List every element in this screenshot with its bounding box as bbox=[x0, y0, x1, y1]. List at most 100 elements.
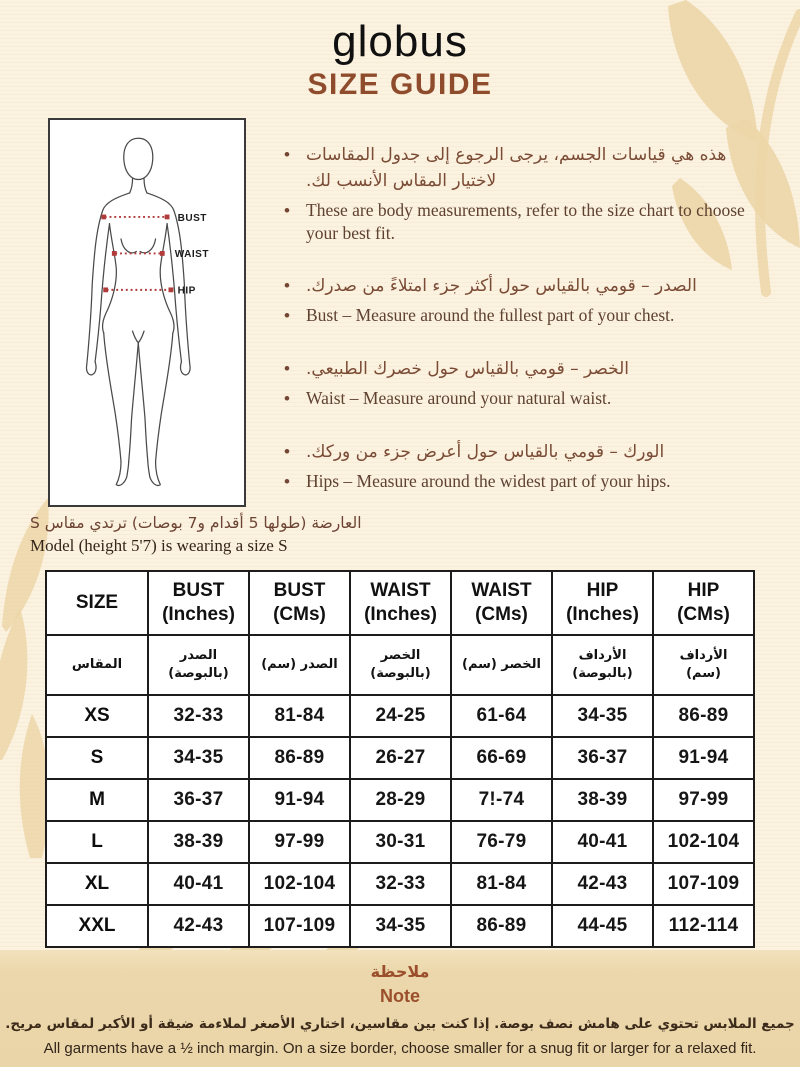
size-cell: 97-99 bbox=[248, 819, 351, 864]
instruction-waist: • الخصر – قومي بالقياس حول خصرك الطبيعي.… bbox=[284, 357, 756, 412]
col-header-size: SIZE bbox=[45, 569, 149, 636]
body-measurement-diagram: BUST WAIST HIP bbox=[48, 118, 246, 508]
size-cell: 81-84 bbox=[248, 693, 351, 738]
note-title-ar: ملاحظة bbox=[370, 962, 430, 981]
brand-logo: globus bbox=[332, 17, 468, 66]
size-cell: 97-99 bbox=[652, 777, 755, 822]
model-note: العارضة (طولها 5 أقدام و7 بوصات) ترتدي م… bbox=[0, 511, 800, 557]
size-cell: 34-35 bbox=[551, 693, 654, 738]
note-section: ملاحظة Note جميع الملابس تحتوي على هامش … bbox=[0, 950, 800, 1067]
model-note-ar: العارضة (طولها 5 أقدام و7 بوصات) ترتدي م… bbox=[30, 514, 362, 533]
model-note-en: Model (height 5'7) is wearing a size S bbox=[30, 536, 288, 556]
list-item: • Waist – Measure around your natural wa… bbox=[284, 387, 756, 412]
col-header-bust-cm: BUST (CMs) bbox=[248, 569, 351, 636]
size-table-wrapper: SIZE BUST (Inches) BUST (CMs) WAIST (Inc… bbox=[0, 569, 800, 948]
bullet-icon: • bbox=[284, 389, 290, 409]
list-item: • الخصر – قومي بالقياس حول خصرك الطبيعي. bbox=[284, 357, 756, 383]
size-cell: 32-33 bbox=[147, 693, 250, 738]
table-row-m: M 36-37 91-94 28-29 7!-74 38-39 97-99 bbox=[45, 777, 755, 822]
size-cell: 42-43 bbox=[147, 903, 250, 948]
size-label: XXL bbox=[45, 903, 149, 948]
bullet-icon: • bbox=[284, 358, 290, 378]
size-label: L bbox=[45, 819, 149, 864]
col-header-hip-cm-ar: الأرداف (سم) bbox=[652, 633, 755, 696]
size-cell: 107-109 bbox=[248, 903, 351, 948]
list-item: • الورك – قومي بالقياس حول أعرض جزء من و… bbox=[284, 440, 756, 466]
note-text-en: All garments have a ½ inch margin. On a … bbox=[43, 1039, 757, 1057]
bullet-icon: • bbox=[284, 201, 290, 221]
table-row-s: S 34-35 86-89 26-27 66-69 36-37 91-94 bbox=[45, 735, 755, 780]
size-cell: 34-35 bbox=[147, 735, 250, 780]
bullet-icon: • bbox=[284, 441, 290, 461]
size-cell: 66-69 bbox=[450, 735, 553, 780]
size-label: M bbox=[45, 777, 149, 822]
size-cell: 44-45 bbox=[551, 903, 654, 948]
list-item: • These are body measurements, refer to … bbox=[284, 199, 756, 245]
size-cell: 32-33 bbox=[349, 861, 452, 906]
diagram-label-hip: HIP bbox=[178, 286, 196, 297]
instruction-intro-ar: هذه هي قياسات الجسم، يرجى الرجوع إلى جدو… bbox=[306, 145, 727, 191]
size-cell: 34-35 bbox=[349, 903, 452, 948]
table-row-xl: XL 40-41 102-104 32-33 81-84 42-43 107-1… bbox=[45, 861, 755, 906]
col-header-waist-in: WAIST (Inches) bbox=[349, 569, 452, 636]
table-row-xxl: XXL 42-43 107-109 34-35 86-89 44-45 112-… bbox=[45, 903, 755, 948]
instruction-intro-en: These are body measurements, refer to th… bbox=[306, 200, 745, 244]
col-header-bust-in-ar: الصدر (بالبوصة) bbox=[147, 633, 250, 696]
col-header-hip-cm: HIP (CMs) bbox=[652, 569, 755, 636]
size-cell: 91-94 bbox=[248, 777, 351, 822]
size-cell: 36-37 bbox=[551, 735, 654, 780]
measurement-instructions: • هذه هي قياسات الجسم، يرجى الرجوع إلى ج… bbox=[284, 103, 756, 523]
size-table: SIZE BUST (Inches) BUST (CMs) WAIST (Inc… bbox=[45, 569, 755, 948]
table-header-row-ar: المقاس الصدر (بالبوصة) الصدر (سم) الخصر … bbox=[45, 633, 755, 696]
size-cell: 81-84 bbox=[450, 861, 553, 906]
size-cell: 40-41 bbox=[551, 819, 654, 864]
instruction-bust: • الصدر – قومي بالقياس حول أكثر جزء امتل… bbox=[284, 274, 756, 329]
bullet-icon: • bbox=[284, 306, 290, 326]
instruction-bust-ar: الصدر – قومي بالقياس حول أكثر جزء امتلاء… bbox=[306, 275, 697, 296]
size-label: XS bbox=[45, 693, 149, 738]
table-header-row-en: SIZE BUST (Inches) BUST (CMs) WAIST (Inc… bbox=[45, 569, 755, 636]
list-item: • الصدر – قومي بالقياس حول أكثر جزء امتل… bbox=[284, 274, 756, 300]
page-header: globus SIZE GUIDE bbox=[0, 0, 800, 103]
col-header-hip-in-ar: الأرداف (بالبوصة) bbox=[551, 633, 654, 696]
size-cell: 42-43 bbox=[551, 861, 654, 906]
size-cell: 86-89 bbox=[248, 735, 351, 780]
size-label: XL bbox=[45, 861, 149, 906]
mannequin-figure: BUST WAIST HIP bbox=[85, 138, 209, 487]
size-cell: 76-79 bbox=[450, 819, 553, 864]
size-cell: 7!-74 bbox=[450, 777, 553, 822]
size-cell: 107-109 bbox=[652, 861, 755, 906]
size-cell: 24-25 bbox=[349, 693, 452, 738]
diagram-label-bust: BUST bbox=[178, 213, 208, 224]
col-header-waist-cm-ar: الخصر (سم) bbox=[450, 633, 553, 696]
note-title-en: Note bbox=[380, 986, 420, 1006]
col-header-bust-in: BUST (Inches) bbox=[147, 569, 250, 636]
size-cell: 38-39 bbox=[147, 819, 250, 864]
size-label: S bbox=[45, 735, 149, 780]
size-cell: 86-89 bbox=[450, 903, 553, 948]
size-cell: 40-41 bbox=[147, 861, 250, 906]
instruction-hip: • الورك – قومي بالقياس حول أعرض جزء من و… bbox=[284, 440, 756, 495]
table-row-l: L 38-39 97-99 30-31 76-79 40-41 102-104 bbox=[45, 819, 755, 864]
size-cell: 102-104 bbox=[652, 819, 755, 864]
size-cell: 112-114 bbox=[652, 903, 755, 948]
col-header-bust-cm-ar: الصدر (سم) bbox=[248, 633, 351, 696]
instruction-intro: • هذه هي قياسات الجسم، يرجى الرجوع إلى ج… bbox=[284, 143, 756, 245]
measurement-section: BUST WAIST HIP • هذه هي قياسات الجسم، ير… bbox=[0, 103, 800, 508]
instruction-hip-ar: الورك – قومي بالقياس حول أعرض جزء من ورك… bbox=[306, 441, 665, 462]
list-item: • Hips – Measure around the widest part … bbox=[284, 470, 756, 495]
bullet-icon: • bbox=[284, 145, 290, 165]
leaf-decoration-top-right bbox=[668, 0, 800, 297]
list-item: • Bust – Measure around the fullest part… bbox=[284, 304, 756, 329]
bullet-icon: • bbox=[284, 472, 290, 492]
list-item: • هذه هي قياسات الجسم، يرجى الرجوع إلى ج… bbox=[284, 143, 756, 194]
col-header-waist-cm: WAIST (CMs) bbox=[450, 569, 553, 636]
page-title: SIZE GUIDE bbox=[307, 68, 493, 102]
col-header-hip-in: HIP (Inches) bbox=[551, 569, 654, 636]
col-header-size-ar: المقاس bbox=[45, 633, 149, 696]
size-cell: 36-37 bbox=[147, 777, 250, 822]
size-cell: 38-39 bbox=[551, 777, 654, 822]
size-cell: 26-27 bbox=[349, 735, 452, 780]
size-cell: 61-64 bbox=[450, 693, 553, 738]
